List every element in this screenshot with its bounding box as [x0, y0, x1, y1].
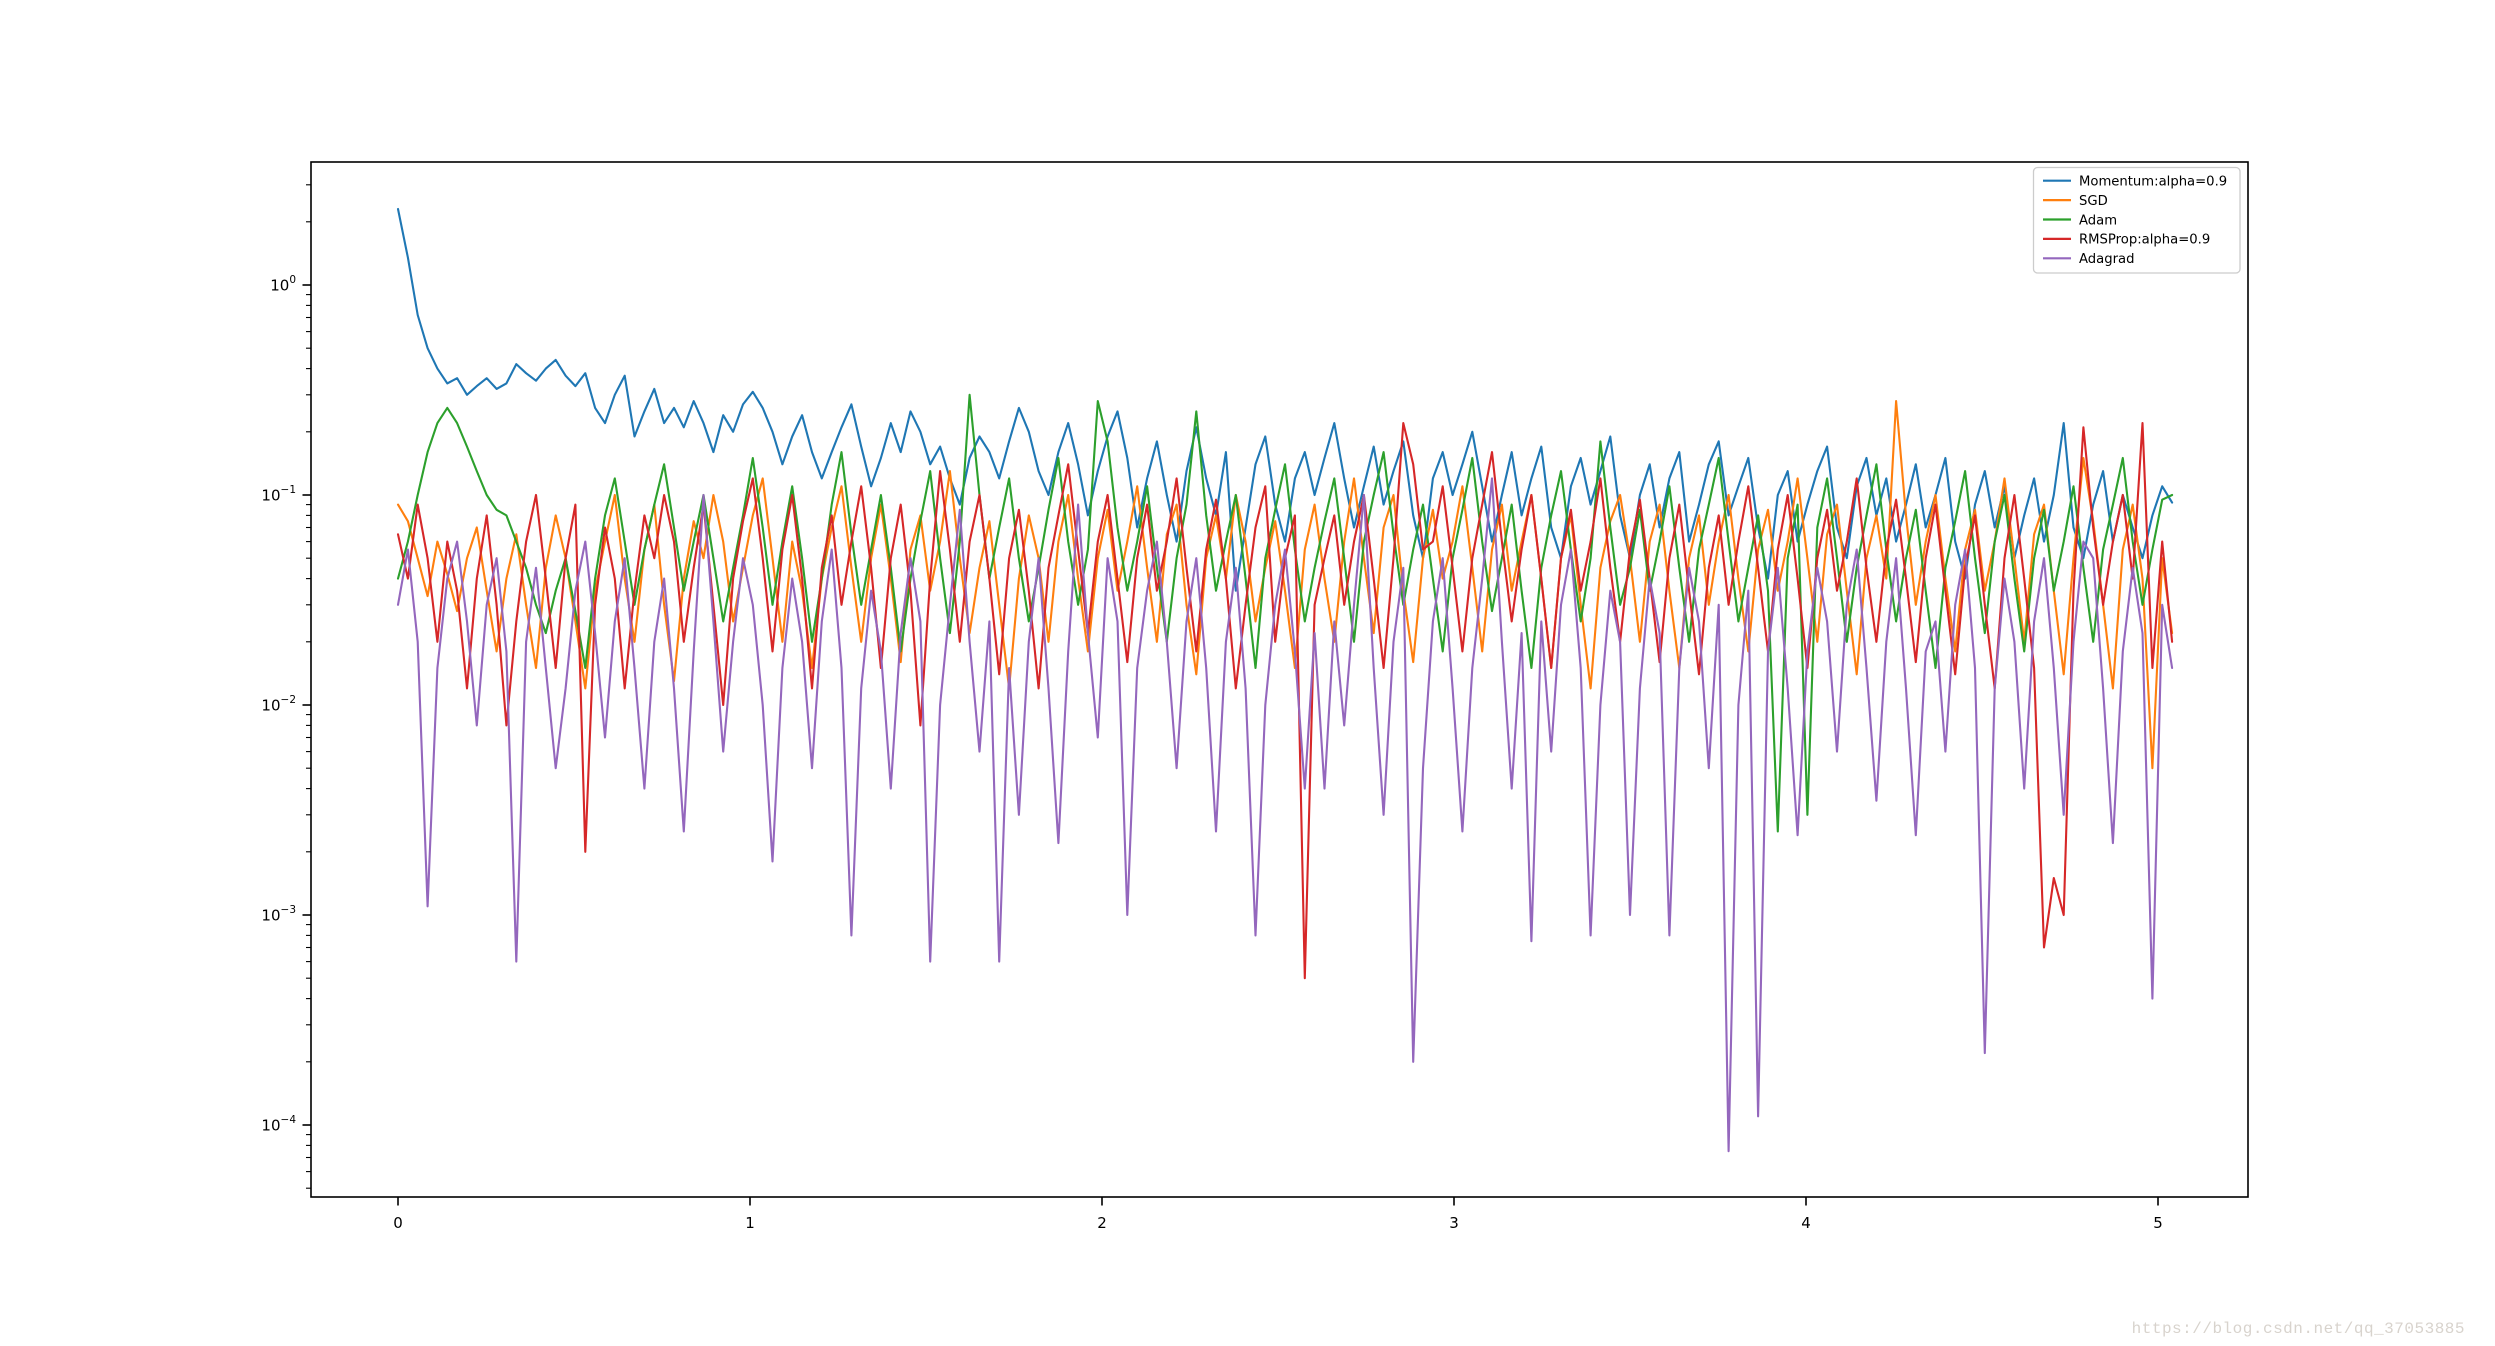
x-tick-label: 0	[393, 1214, 403, 1232]
legend-box	[2032, 166, 2241, 274]
legend-label-adagrad: Adagrad	[2079, 252, 2135, 267]
legend-label-rmsprop-alpha-0-9: RMSProp:alpha=0.9	[2079, 233, 2210, 248]
x-tick-label: 2	[1097, 1214, 1107, 1232]
series-line-adam	[396, 393, 2174, 833]
y-tick-label: 10−4	[261, 1114, 296, 1135]
series-line-sgd	[396, 400, 2174, 770]
y-tick-label: 10−1	[261, 484, 296, 505]
x-tick-label: 4	[1801, 1214, 1811, 1232]
x-tick-label: 5	[2153, 1214, 2163, 1232]
y-tick-label: 10−2	[261, 694, 296, 715]
watermark-text: https://blog.csdn.net/qq_37053885	[2131, 1320, 2465, 1338]
axes-frame	[310, 161, 2249, 1198]
legend-label-momentum-alpha-0-9: Momentum:alpha=0.9	[2079, 175, 2227, 190]
legend-label-sgd: SGD	[2079, 194, 2108, 209]
series-group	[396, 207, 2174, 1153]
series-line-momentum-alpha-0-9	[396, 207, 2174, 592]
series-line-adagrad	[396, 477, 2174, 1153]
x-tick-label: 1	[745, 1214, 755, 1232]
y-tick-label: 10−3	[261, 904, 296, 925]
y-tick-label: 100	[270, 274, 296, 295]
x-tick-label: 3	[1449, 1214, 1459, 1232]
legend-label-adam: Adam	[2079, 213, 2117, 228]
legend: Momentum:alpha=0.9 SGD Adam RMSProp:alpha=0…	[2032, 166, 2241, 274]
